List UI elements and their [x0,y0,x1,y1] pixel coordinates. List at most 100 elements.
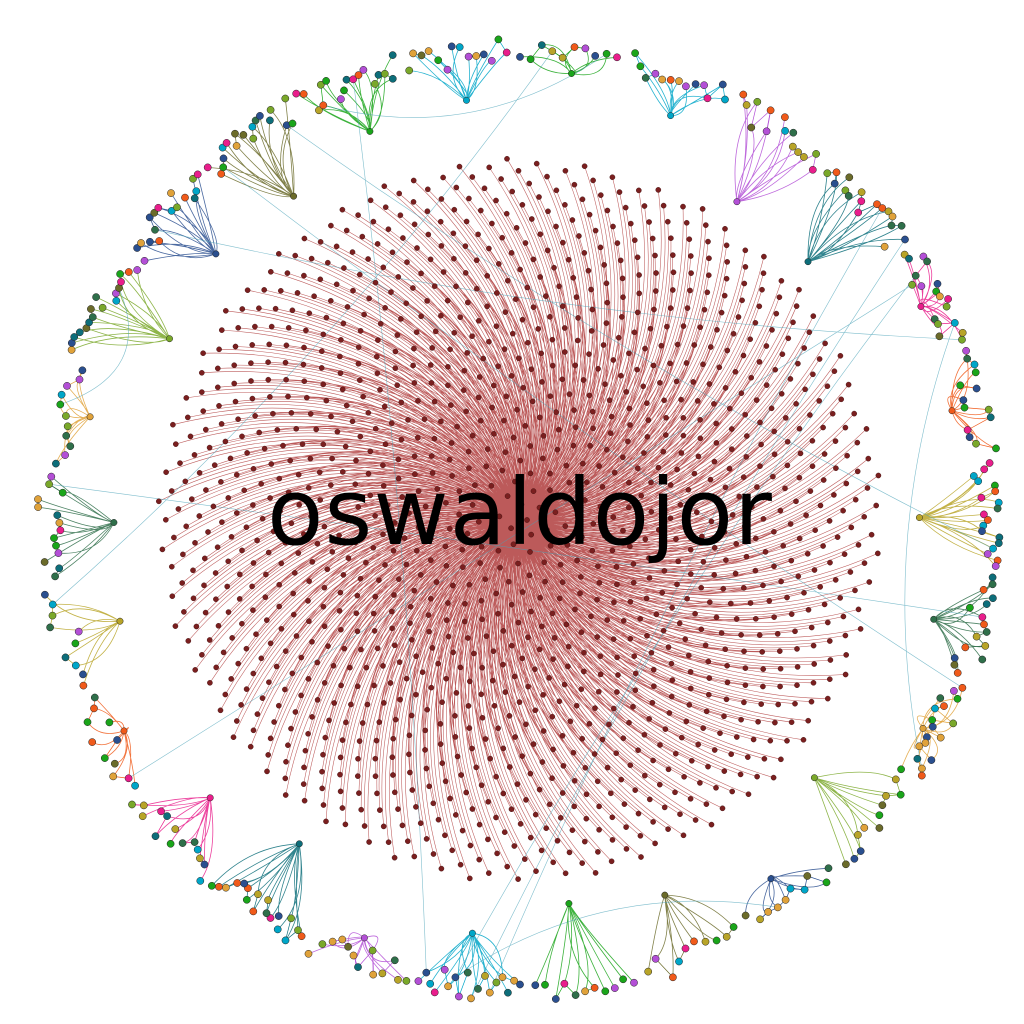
hub-node [303,394,310,401]
community-node [971,368,980,377]
community-hub-node [804,258,812,266]
hub-node [795,360,801,367]
hub-node [372,773,379,780]
community-chain-edges [742,94,817,170]
community-node [342,75,351,84]
community-node [960,403,969,412]
hub-node [482,576,489,583]
community-node [980,510,988,519]
hub-node [336,608,343,614]
hub-node [479,664,486,671]
hub-node [535,326,542,332]
hub-node [843,480,850,487]
hub-node [540,692,546,698]
community-node [163,812,171,820]
community-node [138,812,147,821]
community-node [824,864,833,873]
hub-node [592,227,599,234]
hub-node [250,670,257,677]
hub-node [320,381,327,388]
hub-node [522,240,529,246]
hub-node [627,422,633,428]
hub-node [460,564,466,571]
hub-node [724,679,731,686]
hub-node [320,751,326,758]
hub-node [630,561,637,567]
community-node [888,212,897,221]
hub-node [721,768,728,774]
hub-node [617,257,624,264]
hub-node [316,469,323,476]
hub-node [390,735,397,742]
hub-node [347,664,353,671]
hub-node [373,737,380,744]
hub-node [674,466,680,473]
hub-node [610,223,616,230]
hub-node [376,577,382,584]
hub-node [225,495,232,501]
hub-node [462,601,468,607]
hub-node [392,348,399,355]
hub-node [661,804,668,811]
hub-node [723,275,730,282]
community-node [985,459,994,467]
hub-node [500,790,507,797]
hub-node [431,283,438,289]
hub-node [669,604,675,611]
community-node [249,907,258,916]
hub-node [616,189,623,195]
community-node [972,439,980,448]
community-node [63,422,72,431]
hub-node [582,765,589,771]
hub-node [659,589,666,596]
hub-node [397,696,403,703]
hub-node [586,211,593,218]
community-node [219,163,228,172]
hub-node [510,434,517,441]
hub-node [465,635,471,641]
community-node [98,303,107,312]
hub-node [306,618,312,625]
hub-node [618,372,624,379]
hub-node [771,428,778,435]
community-node [570,43,579,51]
community-node [62,431,71,440]
hub-node [752,567,759,574]
hub-node [569,217,576,223]
community-node [969,472,978,480]
community-node [979,585,988,594]
community-node [953,669,962,677]
hub-node [309,559,316,565]
hub-node [763,343,770,349]
hub-node [742,411,749,418]
hub-node [301,764,307,771]
hub-node [705,658,712,665]
hub-node [495,547,502,554]
hub-node [668,235,674,241]
hub-node [321,680,328,686]
hub-node [595,849,601,855]
hub-node [371,628,378,634]
hub-node [392,365,399,372]
hub-node [711,400,717,407]
hub-node [619,275,626,282]
hub-node [810,642,817,649]
hub-node [254,537,260,544]
hub-node [673,378,680,385]
hub-node [248,360,254,366]
hub-node [772,719,778,726]
hub-node [738,390,745,397]
hub-node [493,197,499,204]
hub-node [755,719,761,725]
hub-node [301,344,307,351]
community-node [78,366,87,375]
community-node [571,991,580,999]
community-node [823,169,832,178]
hub-node [594,778,601,785]
hub-node [380,264,387,271]
hub-node [634,366,640,373]
hub-node [495,610,501,617]
hub-node [596,827,602,833]
hub-node [355,504,362,510]
community-node [989,544,997,553]
